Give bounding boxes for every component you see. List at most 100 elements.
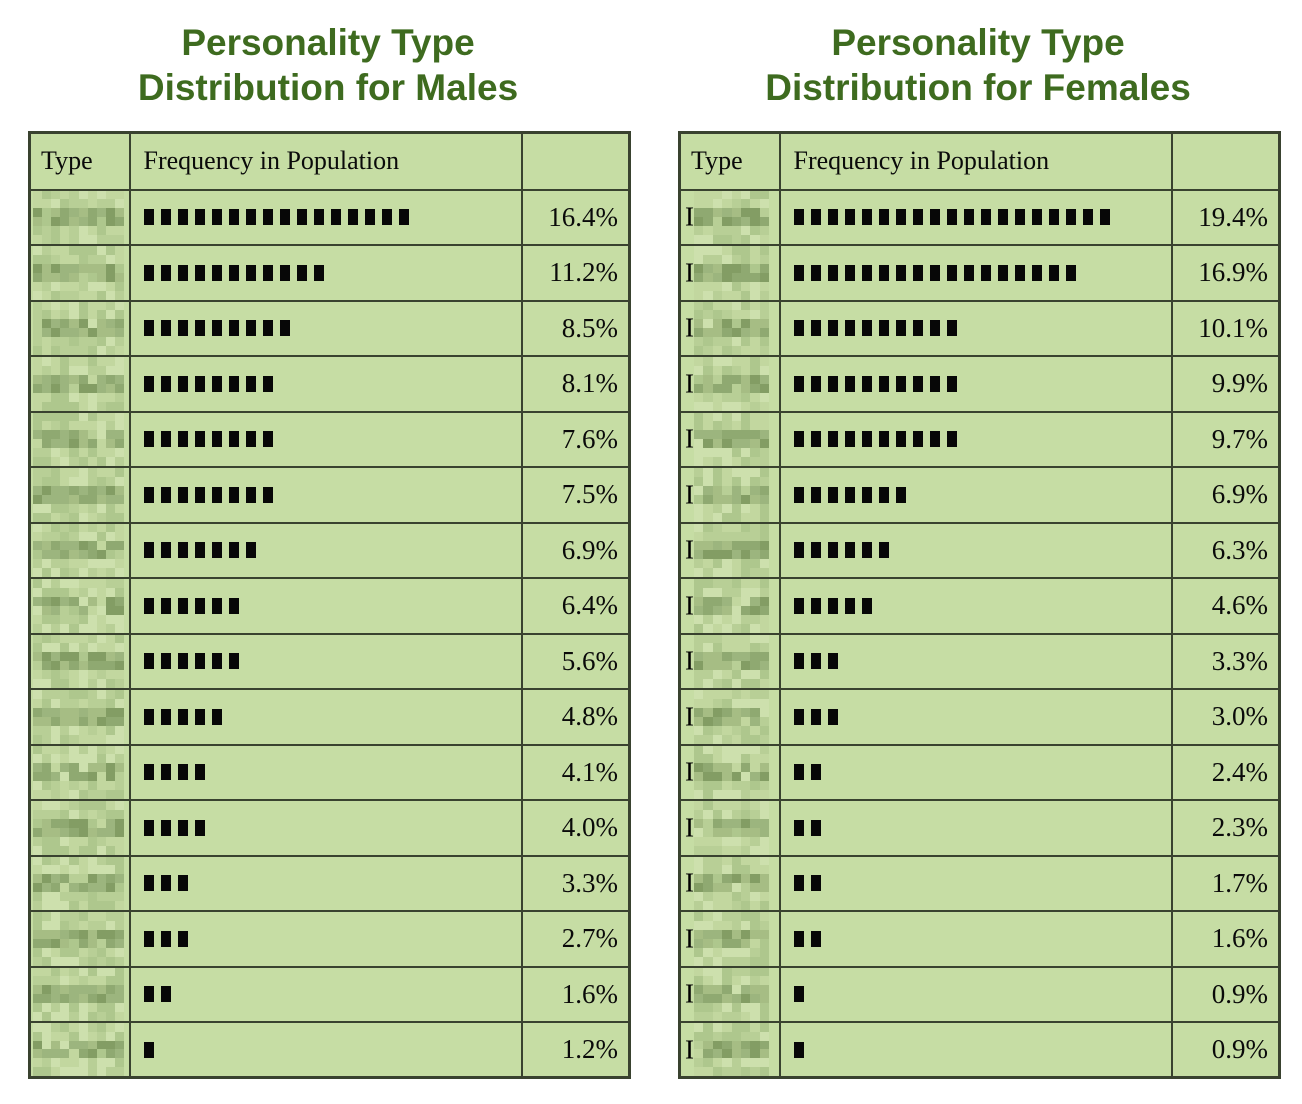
type-cell-redacted: I: [678, 632, 781, 690]
bar-square: [810, 320, 821, 337]
bar-square: [827, 209, 838, 226]
bar-square: [160, 375, 171, 392]
frequency-bar: [793, 264, 1171, 281]
bar-square: [245, 431, 256, 448]
bar-square: [262, 375, 273, 392]
bar-square: [160, 542, 171, 559]
frequency-bar-cell: [778, 632, 1173, 690]
bar-square: [143, 486, 154, 503]
table-body: I 19.4% I 16.9% I 10.1% I: [678, 188, 1281, 1079]
type-cell-redacted: [28, 632, 131, 690]
header-cell-frequency: Frequency in Population: [128, 131, 523, 191]
percent-cell: 3.0%: [1170, 688, 1281, 746]
type-cell-redacted: I: [678, 910, 781, 968]
percent-cell: 3.3%: [1170, 632, 1281, 690]
percent-cell: 4.6%: [1170, 577, 1281, 635]
bar-square: [793, 1041, 804, 1058]
frequency-bar: [793, 486, 1171, 503]
percent-cell: 1.7%: [1170, 854, 1281, 912]
bar-square: [194, 431, 205, 448]
bar-square: [262, 320, 273, 337]
redaction-mosaic: [694, 912, 769, 965]
bar-square: [228, 431, 239, 448]
bar-square: [194, 486, 205, 503]
table-row: I 1.6%: [678, 910, 1281, 968]
bar-square: [228, 375, 239, 392]
frequency-bar-cell: [128, 688, 523, 746]
bar-square: [160, 708, 171, 725]
frequency-bar: [143, 264, 521, 281]
frequency-bar-cell: [778, 688, 1173, 746]
bar-square: [895, 431, 906, 448]
bar-square: [827, 542, 838, 559]
bar-square: [793, 986, 804, 1003]
bar-square: [878, 320, 889, 337]
bar-square: [143, 708, 154, 725]
frequency-bar: [143, 431, 521, 448]
bar-square: [963, 264, 974, 281]
bar-square: [793, 375, 804, 392]
table-row: I 3.3%: [678, 632, 1281, 690]
bar-square: [143, 264, 154, 281]
frequency-bar-cell: [778, 355, 1173, 413]
bar-square: [211, 320, 222, 337]
distribution-table: Type Frequency in Population 16.4% 11.2%: [28, 131, 631, 1079]
type-cell-redacted: [28, 466, 131, 524]
bar-square: [245, 320, 256, 337]
bar-square: [1048, 209, 1059, 226]
bar-square: [245, 375, 256, 392]
table-body: 16.4% 11.2% 8.5% 8.1%: [28, 188, 631, 1079]
bar-square: [793, 209, 804, 226]
table-row: I 2.3%: [678, 799, 1281, 857]
bar-square: [793, 264, 804, 281]
type-cell-redacted: [28, 577, 131, 635]
bar-square: [143, 1041, 154, 1058]
frequency-bar-cell: [778, 965, 1173, 1023]
bar-square: [330, 209, 341, 226]
table-row: 7.6%: [28, 410, 631, 468]
type-cell-redacted: [28, 355, 131, 413]
bar-square: [313, 264, 324, 281]
bar-square: [793, 930, 804, 947]
bar-square: [793, 875, 804, 892]
type-letter-fragment: I: [685, 923, 694, 954]
frequency-bar: [793, 653, 1171, 670]
table-row: 2.7%: [28, 910, 631, 968]
percent-cell: 1.6%: [520, 965, 631, 1023]
bar-square: [810, 764, 821, 781]
bar-square: [929, 431, 940, 448]
bar-square: [861, 320, 872, 337]
frequency-bar-cell: [778, 188, 1173, 246]
type-letter-fragment: I: [685, 1034, 694, 1064]
redaction-mosaic: [694, 857, 769, 910]
header-row: Type Frequency in Population: [28, 131, 631, 191]
redaction-mosaic: [694, 579, 769, 632]
bar-square: [810, 542, 821, 559]
bar-square: [929, 320, 940, 337]
redaction-mosaic: [694, 524, 769, 577]
frequency-bar-cell: [128, 466, 523, 524]
bar-square: [844, 597, 855, 614]
frequency-bar: [793, 986, 1171, 1003]
type-letter-fragment: I: [685, 312, 694, 343]
redaction-mosaic: [694, 635, 769, 688]
frequency-bar-cell: [128, 743, 523, 801]
type-cell-redacted: [28, 743, 131, 801]
bar-square: [929, 375, 940, 392]
table-row: I 16.9%: [678, 244, 1281, 302]
percent-cell: 0.9%: [1170, 1021, 1281, 1079]
bar-square: [844, 209, 855, 226]
redaction-mosaic: [694, 690, 769, 743]
type-cell-redacted: [28, 910, 131, 968]
bar-square: [912, 209, 923, 226]
bar-square: [946, 375, 957, 392]
frequency-bar: [793, 819, 1171, 836]
redaction-mosaic: [33, 191, 124, 244]
bar-square: [878, 264, 889, 281]
bar-square: [895, 264, 906, 281]
bar-square: [793, 819, 804, 836]
bar-square: [177, 597, 188, 614]
bar-square: [810, 930, 821, 947]
type-cell-redacted: I: [678, 244, 781, 302]
percent-cell: 7.5%: [520, 466, 631, 524]
